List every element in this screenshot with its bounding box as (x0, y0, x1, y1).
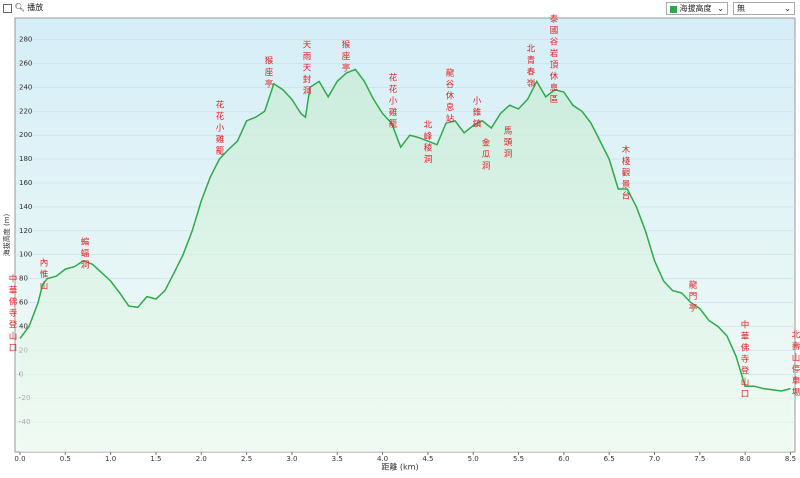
annotation: 小錐鎮 (471, 95, 481, 130)
y-tick-label: 200 (19, 131, 32, 139)
annotation: 泰國谷岩頂休息區 (548, 13, 558, 106)
x-axis-title: 距離 (km) (381, 462, 418, 472)
x-tick-label: 2.5 (241, 455, 252, 463)
x-tick-label: 8.5 (785, 455, 796, 463)
x-tick-label: 7.5 (694, 455, 705, 463)
x-tick-label: 3.5 (332, 455, 343, 463)
swatch (670, 5, 677, 13)
y-tick-label: 40 (19, 322, 28, 330)
y-tick-label: 260 (19, 59, 32, 67)
y-axis-title: 海拔高度 (m) (2, 213, 11, 256)
dropdown-arrow: ⌄ (784, 4, 791, 13)
x-tick-label: 0.5 (60, 455, 71, 463)
annotation: 猴座亭 (263, 55, 273, 90)
annotation: 木棧觀景台 (620, 144, 630, 202)
annotation: 猴座亭 (340, 39, 350, 74)
checkbox[interactable] (3, 3, 12, 13)
y-tick-label: 100 (19, 251, 32, 259)
x-tick-label: 1.5 (150, 455, 161, 463)
annotation: 龍門亭 (687, 279, 697, 314)
annotation: 天雨天封洞 (301, 40, 311, 98)
play-label: 播放 (27, 3, 44, 12)
second-select[interactable]: 無 ⌄ (733, 2, 795, 15)
x-tick-label: 6.0 (558, 455, 569, 463)
y-tick-label: 160 (19, 179, 32, 187)
x-tick-label: 0.0 (14, 455, 25, 463)
y-tick-label: 140 (19, 203, 32, 211)
x-tick-label: 2.0 (196, 455, 207, 463)
x-tick-label: 5.0 (468, 455, 479, 463)
x-tick-label: 3.0 (286, 455, 297, 463)
elevation-area (19, 69, 791, 453)
annotation: 花花小雞籠 (387, 72, 397, 130)
y-tick-label: 220 (19, 107, 32, 115)
x-tick-label: 6.5 (604, 455, 615, 463)
x-tick-label: 8.0 (740, 455, 751, 463)
annotation: 蝙蝠洞 (79, 236, 89, 271)
series-select-label: 海拔高度 (679, 4, 712, 13)
x-tick-label: 1.0 (105, 455, 116, 463)
x-tick-label: 4.5 (422, 455, 433, 463)
annotation: 中華佛寺登山口 (739, 319, 749, 400)
x-tick-label: 5.5 (513, 455, 524, 463)
series-select[interactable]: 海拔高度 ⌄ (666, 2, 728, 15)
second-select-label: 無 (737, 4, 745, 13)
dropdown-arrow: ⌄ (717, 4, 724, 13)
y-tick-label: 80 (19, 275, 28, 283)
annotation: 北峰稜洞 (422, 120, 432, 166)
elevation-line (19, 68, 791, 392)
y-tick-label: 60 (19, 299, 28, 307)
annotation: 中華佛寺登山口 (7, 273, 17, 354)
x-tick-label: 7.0 (649, 455, 660, 463)
y-tick-label: 120 (19, 227, 32, 235)
y-tick-label: 280 (19, 36, 32, 44)
x-tick-label: 4.0 (377, 455, 388, 463)
play-control[interactable]: 🔍︎ 播放 (3, 2, 43, 14)
annotation: 北青春嶺 (525, 44, 535, 90)
search-icon: 🔍︎ (14, 3, 25, 12)
annotation: 北壽山停車場 (790, 330, 800, 399)
annotation: 內惟山 (38, 258, 48, 293)
annotation: 金瓜洞 (480, 137, 490, 172)
y-tick-label: 180 (19, 155, 32, 163)
y-tick-label: 240 (19, 83, 32, 91)
annotation: 龍谷休息站 (444, 67, 454, 125)
annotation: 馬頭洞 (502, 126, 512, 161)
annotation: 花花小雞籠 (214, 99, 224, 157)
